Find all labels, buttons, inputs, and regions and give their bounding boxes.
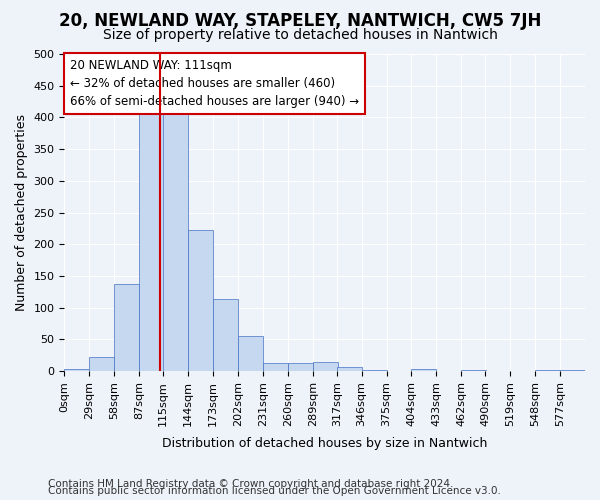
Text: Size of property relative to detached houses in Nantwich: Size of property relative to detached ho… [103,28,497,42]
Bar [313,362,338,371]
Text: Contains HM Land Registry data © Crown copyright and database right 2024.: Contains HM Land Registry data © Crown c… [48,479,454,489]
Bar [163,106,188,371]
Bar [535,370,560,371]
X-axis label: Distribution of detached houses by size in Nantwich: Distribution of detached houses by size … [162,437,487,450]
Bar [64,369,89,371]
Bar [362,370,386,371]
Text: 20, NEWLAND WAY, STAPELEY, NANTWICH, CW5 7JH: 20, NEWLAND WAY, STAPELEY, NANTWICH, CW5… [59,12,541,30]
Bar [461,370,486,371]
Bar [263,364,288,371]
Text: Contains public sector information licensed under the Open Government Licence v3: Contains public sector information licen… [48,486,501,496]
Bar [114,284,139,371]
Bar [139,108,164,371]
Y-axis label: Number of detached properties: Number of detached properties [15,114,28,311]
Bar [560,370,585,371]
Bar [337,367,362,371]
Bar [89,357,114,371]
Bar [188,230,213,371]
Bar [288,363,313,371]
Bar [412,369,436,371]
Bar [238,336,263,371]
Bar [213,299,238,371]
Text: 20 NEWLAND WAY: 111sqm
← 32% of detached houses are smaller (460)
66% of semi-de: 20 NEWLAND WAY: 111sqm ← 32% of detached… [70,59,359,108]
